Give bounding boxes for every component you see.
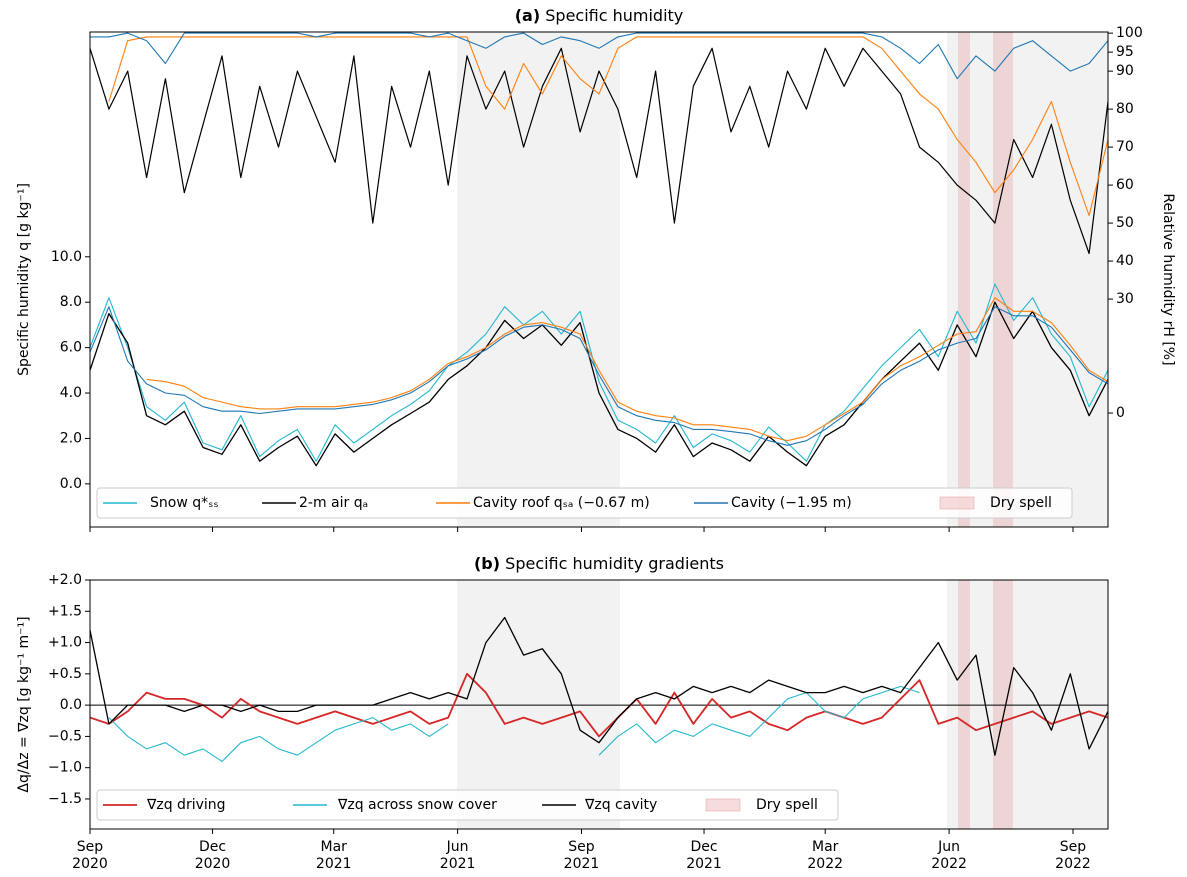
y-tick-label: −1.0 <box>48 760 82 776</box>
series-line <box>90 283 1108 462</box>
x-tick-label-line: 2022 <box>807 856 843 872</box>
y2-tick-label: 60 <box>1116 177 1134 193</box>
x-tick-label-line: Sep <box>1060 839 1087 855</box>
y2-axis-label: Relative humidity rH [%] <box>1160 193 1176 365</box>
x-tick-label-line: 2021 <box>316 856 352 872</box>
y-tick-label: 6.0 <box>60 340 82 356</box>
series-line <box>90 301 1108 467</box>
x-tick-label: Mar 2022 <box>807 839 843 872</box>
y2-tick-label: 95 <box>1116 44 1134 60</box>
x-tick-label-line: 2022 <box>1055 856 1091 872</box>
x-tick-label-line: Jun <box>937 839 960 855</box>
y-tick-label: 8.0 <box>60 294 82 310</box>
panel-title: (b) Specific humidity gradients <box>474 554 724 573</box>
legend-label: Snow q*ₛₛ <box>150 495 219 511</box>
x-tick-label: Dec 2020 <box>195 839 231 872</box>
x-tick-label-line: Mar <box>812 839 839 855</box>
series-line <box>90 32 1108 80</box>
panel-label: (b) <box>474 554 500 573</box>
legend-label: Cavity roof qₛₐ (−0.67 m) <box>473 495 650 511</box>
y-tick-label: +2.0 <box>48 572 82 588</box>
y-tick-label: 2.0 <box>60 430 82 446</box>
dry-spell <box>957 32 970 527</box>
y2-tick-label: 30 <box>1116 291 1134 307</box>
legend-label: ∇zq cavity <box>584 797 657 813</box>
plot-area <box>90 32 1108 527</box>
y2-tick-label: 0 <box>1116 405 1125 421</box>
y-axis-label: Δq/Δz = ∇zq [g kg⁻¹ m⁻¹] <box>16 616 32 792</box>
x-tick-label-line: Mar <box>321 839 348 855</box>
x-tick-label: Mar 2021 <box>316 839 352 872</box>
dry-spell <box>957 580 970 829</box>
plot-area <box>90 580 1108 829</box>
legend-box <box>96 487 1073 519</box>
y2-tick-label: 100 <box>1116 25 1143 41</box>
legend-label: Dry spell <box>990 495 1052 511</box>
y2-tick-label: 50 <box>1116 215 1134 231</box>
dry-spell <box>993 580 1013 829</box>
legend-label: ∇zq across snow cover <box>337 797 497 813</box>
y-tick-label: 4.0 <box>60 385 82 401</box>
legend-label: 2-m air qₐ <box>299 495 368 511</box>
y-tick-label: −1.5 <box>48 791 82 807</box>
shaded-span <box>946 32 1108 527</box>
shaded-span <box>456 32 621 527</box>
x-tick-label: Jun 2021 <box>440 839 476 872</box>
x-tick-label-line: Dec <box>199 839 226 855</box>
x-tick-label-line: 2020 <box>195 856 231 872</box>
y2-tick-label: 70 <box>1116 139 1134 155</box>
x-tick-label: Jun 2022 <box>931 839 967 872</box>
x-tick-label-line: 2021 <box>686 856 722 872</box>
y-axis-label: Specific humidity q [g kg⁻¹] <box>16 183 32 376</box>
legend-label: Cavity (−1.95 m) <box>731 495 852 511</box>
y-tick-label: +0.5 <box>48 666 82 682</box>
series-line <box>90 306 1108 446</box>
x-tick-label-line: 2021 <box>564 856 600 872</box>
y-tick-label: 0.0 <box>60 697 82 713</box>
panel-title-text: Specific humidity <box>545 6 683 25</box>
x-tick-label-line: Sep <box>568 839 595 855</box>
x-tick-label: Sep 2021 <box>564 839 600 872</box>
x-tick-label: Dec 2021 <box>686 839 722 872</box>
x-tick-label: Sep 2022 <box>1055 839 1091 872</box>
plot-frame <box>89 31 1109 528</box>
y2-tick-label: 40 <box>1116 253 1134 269</box>
panel-title: (a) Specific humidity <box>515 6 684 25</box>
series-line <box>90 616 1108 756</box>
y2-tick-label: 90 <box>1116 63 1134 79</box>
y-tick-label: +1.5 <box>48 603 82 619</box>
x-tick-label-line: Dec <box>690 839 717 855</box>
legend-box <box>96 789 839 821</box>
dry-spell <box>993 32 1013 527</box>
y-tick-label: 0.0 <box>60 476 82 492</box>
x-tick-label-line: 2022 <box>931 856 967 872</box>
shaded-span <box>456 580 621 829</box>
legend-swatch <box>705 798 741 812</box>
y2-tick-label: 80 <box>1116 101 1134 117</box>
x-tick-label-line: Sep <box>77 839 104 855</box>
series-line <box>90 47 1108 255</box>
panel-label: (a) <box>515 6 540 25</box>
x-tick-label-line: 2021 <box>440 856 476 872</box>
y-tick-label: +1.0 <box>48 635 82 651</box>
shaded-span <box>946 580 1108 829</box>
x-tick-label-line: Jun <box>446 839 469 855</box>
legend-label: ∇zq driving <box>146 797 226 813</box>
y-tick-label: 10.0 <box>51 249 82 265</box>
plot-frame <box>89 579 1109 830</box>
panel-title-text: Specific humidity gradients <box>505 554 724 573</box>
legend-swatch <box>939 496 975 510</box>
series-line <box>108 685 920 762</box>
x-tick-label-line: 2020 <box>72 856 108 872</box>
series-line <box>146 297 1108 442</box>
y-tick-label: −0.5 <box>48 728 82 744</box>
legend-label: Dry spell <box>756 797 818 813</box>
x-tick-label: Sep 2020 <box>72 839 108 872</box>
series-line <box>108 36 1108 217</box>
series-line <box>90 672 1108 738</box>
